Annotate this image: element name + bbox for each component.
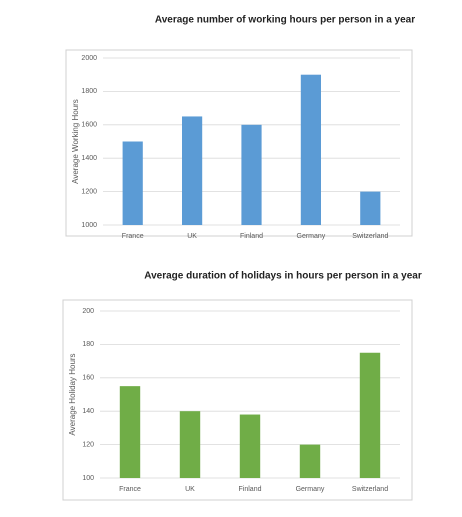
chart-frame — [62, 299, 413, 501]
chart-frame — [65, 49, 413, 237]
y-tick-label: 1600 — [81, 122, 97, 129]
y-tick-label: 1400 — [81, 155, 97, 162]
bar — [182, 116, 203, 225]
chart-title: Average duration of holidays in hours pe… — [144, 271, 422, 282]
bar — [360, 191, 381, 225]
y-tick-label: 1200 — [81, 188, 97, 195]
y-tick-label: 100 — [82, 475, 94, 482]
x-tick-label: Switzerland — [352, 486, 388, 493]
bar — [179, 411, 201, 478]
bar — [241, 124, 262, 225]
x-tick-label: Germany — [297, 233, 326, 240]
x-tick-label: Finland — [239, 486, 262, 493]
bar — [119, 386, 141, 478]
x-tick-label: Switzerland — [352, 233, 388, 240]
chart-title: Average number of working hours per pers… — [155, 15, 415, 26]
x-tick-label: Finland — [240, 233, 263, 240]
y-axis-label: Average Working Hours — [71, 99, 80, 184]
y-tick-label: 160 — [82, 375, 94, 382]
y-tick-label: 180 — [82, 341, 94, 348]
y-tick-label: 200 — [82, 308, 94, 315]
bar — [359, 352, 381, 478]
bar — [300, 74, 321, 225]
x-tick-label: France — [119, 486, 141, 493]
y-tick-label: 120 — [82, 441, 94, 448]
x-tick-label: Germany — [296, 486, 325, 493]
bar — [299, 444, 321, 478]
y-tick-label: 1800 — [81, 88, 97, 95]
x-tick-label: UK — [187, 233, 197, 240]
y-tick-label: 140 — [82, 408, 94, 415]
y-tick-label: 1000 — [81, 222, 97, 229]
bar — [239, 414, 261, 478]
x-tick-label: France — [122, 233, 144, 240]
y-tick-label: 2000 — [81, 55, 97, 62]
bar — [122, 141, 143, 225]
y-axis-label: Average Holiday Hours — [68, 353, 77, 435]
x-tick-label: UK — [185, 486, 195, 493]
